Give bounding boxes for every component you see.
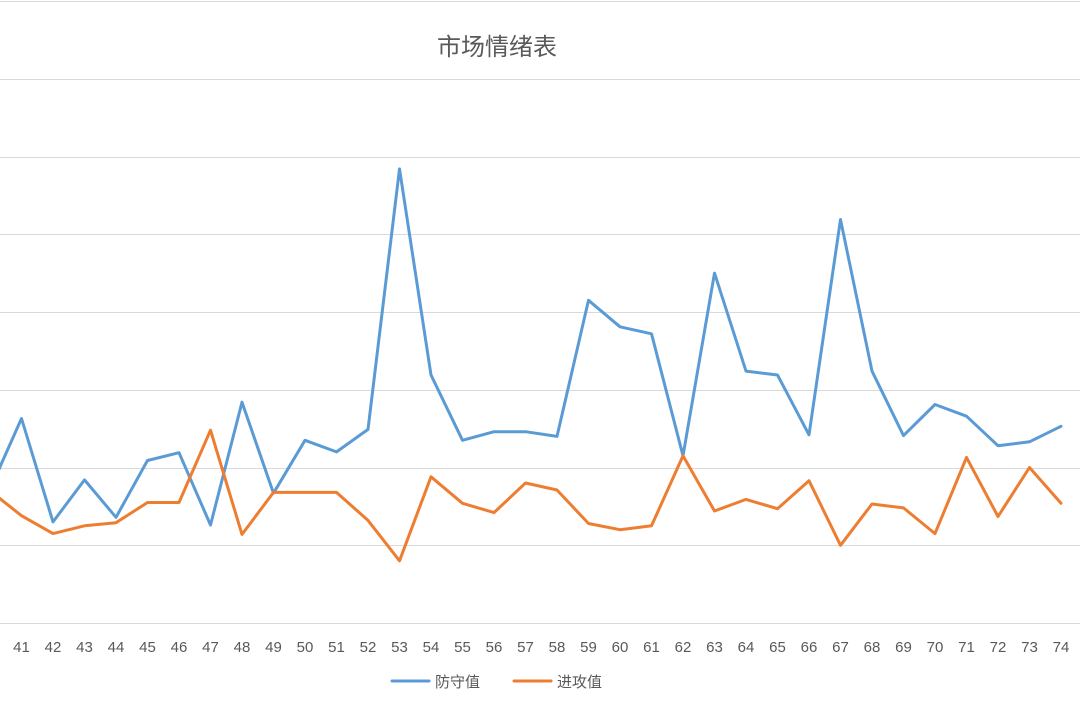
series-lines — [0, 167, 1063, 563]
x-tick-label: 49 — [265, 639, 282, 656]
legend-label-attack: 进攻值 — [557, 673, 602, 691]
x-tick-label: 67 — [832, 639, 849, 656]
x-tick-label: 57 — [517, 639, 534, 656]
x-tick-label: 70 — [927, 639, 944, 656]
x-tick-label: 65 — [769, 639, 786, 656]
x-tick-label: 61 — [643, 639, 660, 656]
x-tick-label: 71 — [958, 639, 975, 656]
legend: 防守值 进攻值 — [390, 673, 602, 691]
legend-label-defense: 防守值 — [435, 673, 480, 691]
x-tick-label: 62 — [675, 639, 692, 656]
x-tick-label: 66 — [801, 639, 818, 656]
x-tick-label: 42 — [45, 639, 62, 656]
x-tick-label: 72 — [990, 639, 1007, 656]
x-tick-label: 74 — [1053, 639, 1070, 656]
x-tick-label: 52 — [360, 639, 377, 656]
series-line-defense — [0, 167, 1063, 527]
x-tick-label: 54 — [423, 639, 440, 656]
x-tick-label: 64 — [738, 639, 755, 656]
x-tick-label: 48 — [234, 639, 251, 656]
series-line-attack — [0, 428, 1063, 563]
x-tick-label: 46 — [171, 639, 188, 656]
x-axis-tick-labels: 41 42 43 44 45 46 47 48 49 50 51 52 53 54 55 56 57 58 59 60… — [13, 639, 1069, 656]
gridlines — [0, 1, 1080, 624]
x-tick-label: 73 — [1021, 639, 1038, 656]
x-tick-label: 56 — [486, 639, 503, 656]
x-tick-label: 41 — [13, 639, 30, 656]
x-tick-label: 44 — [108, 639, 125, 656]
x-tick-label: 50 — [297, 639, 314, 656]
x-tick-label: 69 — [895, 639, 912, 656]
x-tick-label: 43 — [76, 639, 93, 656]
x-tick-label: 55 — [454, 639, 471, 656]
x-tick-label: 58 — [549, 639, 566, 656]
x-tick-label: 53 — [391, 639, 408, 656]
x-tick-label: 47 — [202, 639, 219, 656]
x-tick-label: 51 — [328, 639, 345, 656]
chart-title: 市场情绪表 — [437, 33, 557, 61]
x-tick-label: 63 — [706, 639, 723, 656]
x-tick-label: 60 — [612, 639, 629, 656]
x-tick-label: 45 — [139, 639, 156, 656]
x-tick-label: 68 — [864, 639, 881, 656]
x-tick-label: 59 — [580, 639, 597, 656]
